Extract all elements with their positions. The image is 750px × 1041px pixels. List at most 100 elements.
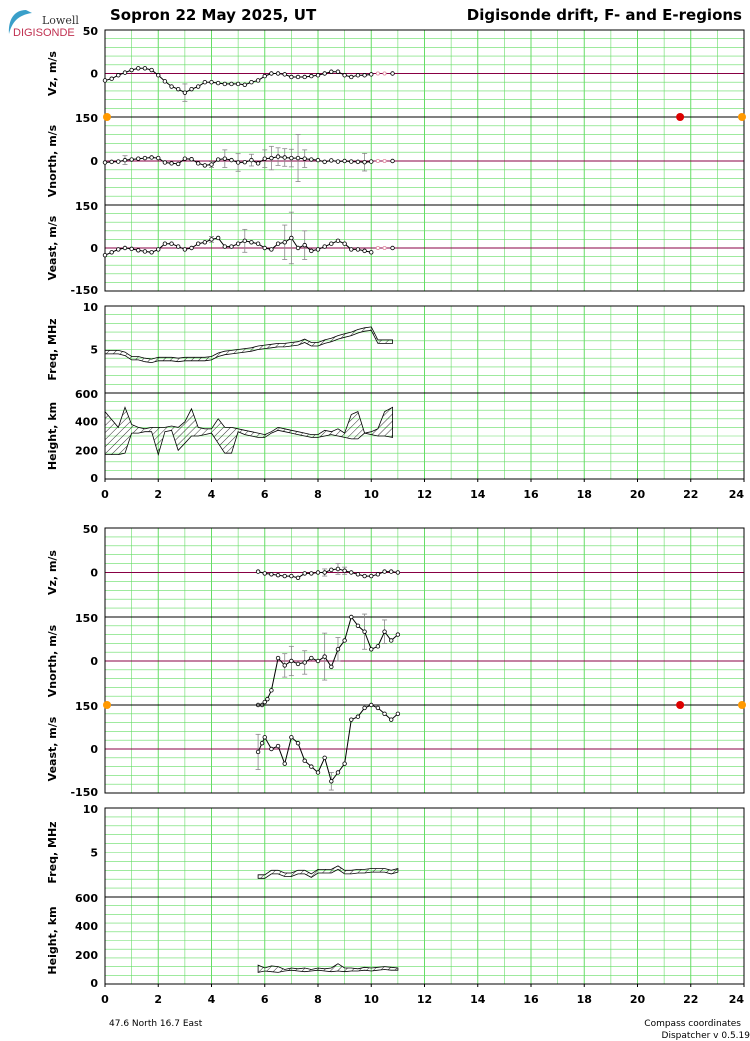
data-point	[349, 159, 354, 164]
data-point	[315, 247, 321, 252]
data-point	[149, 67, 154, 73]
data-point	[249, 240, 254, 245]
marker-orange	[738, 701, 746, 709]
data-point	[222, 81, 228, 87]
data-point	[315, 73, 321, 78]
data-point	[102, 160, 108, 165]
y-tick-label: 50	[83, 523, 99, 536]
y-tick-label: 50	[83, 25, 99, 38]
data-point	[129, 157, 134, 162]
data-point	[342, 158, 347, 164]
data-point	[262, 699, 267, 705]
y-tick-label: 0	[90, 655, 98, 668]
data-point	[369, 573, 374, 579]
data-point	[329, 69, 334, 74]
y-tick-label: 150	[75, 200, 98, 213]
data-point	[242, 238, 247, 244]
panel-e-freq: 10 5 Freq, MHz	[46, 803, 745, 898]
x-tick-label: 6	[261, 488, 269, 501]
panel-f-veast: 150 0 -150 Veast, m/s	[46, 200, 745, 297]
data-point	[209, 79, 214, 85]
data-point	[176, 244, 181, 249]
x-tick-label: 8	[314, 488, 322, 501]
data-point	[382, 569, 387, 574]
data-point	[229, 244, 234, 249]
data-point	[195, 84, 201, 89]
data-point	[169, 161, 174, 166]
data-point	[269, 746, 274, 752]
y-tick-label: 150	[75, 612, 98, 625]
x-tick-label: 0	[101, 993, 109, 1006]
data-point	[395, 632, 401, 637]
x-tick-label: 4	[208, 488, 216, 501]
data-point	[275, 572, 281, 578]
data-point	[389, 717, 394, 722]
marker-orange	[103, 113, 111, 121]
data-point	[322, 755, 327, 760]
panel-f-vz: 50 0 Vz, m/s	[46, 25, 745, 118]
data-point	[342, 568, 347, 573]
data-point	[249, 157, 254, 163]
y-tick-label: 0	[90, 977, 98, 990]
data-point	[369, 702, 374, 708]
y-axis-label: Veast, m/s	[46, 716, 59, 781]
y-tick-label: 5	[90, 344, 98, 357]
data-point	[142, 249, 148, 254]
data-point	[109, 250, 114, 255]
data-point	[162, 79, 168, 84]
station-date-title: Sopron 22 May 2025, UT	[110, 6, 317, 24]
x-tick-label: 2	[154, 993, 162, 1006]
y-tick-label: 0	[90, 567, 98, 580]
x-tick-label: 0	[101, 488, 109, 501]
data-point	[295, 245, 301, 251]
data-point	[375, 644, 381, 649]
marker-red	[676, 701, 685, 709]
area-band	[257, 963, 399, 973]
x-tick-label: 6	[261, 993, 269, 1006]
data-point	[329, 158, 334, 163]
y-axis-label: Freq, MHz	[46, 318, 59, 380]
data-point	[255, 78, 261, 83]
data-point	[136, 156, 141, 161]
data-point	[142, 155, 148, 161]
data-point	[289, 235, 294, 241]
panel-f-height: 600 400 200 0 Height, km	[46, 388, 745, 485]
data-point	[362, 705, 367, 711]
y-tick-label: 400	[75, 416, 98, 429]
x-tick-label: 12	[417, 993, 432, 1006]
data-point	[295, 74, 301, 80]
data-point	[215, 235, 221, 241]
dispatcher-version: Dispatcher v 0.5.19	[661, 1031, 750, 1041]
data-point	[195, 241, 201, 246]
data-point	[116, 73, 121, 78]
panel-e-vnorth: 150 0 Vnorth, m/s	[46, 612, 745, 708]
data-point	[189, 245, 194, 251]
logo-line-1: Lowell	[42, 14, 79, 27]
data-point	[102, 252, 108, 258]
data-point	[395, 570, 401, 575]
data-point	[169, 84, 174, 89]
data-point	[309, 764, 314, 769]
data-point	[129, 246, 134, 252]
data-point	[195, 161, 201, 166]
data-point	[282, 761, 287, 766]
data-point	[342, 638, 347, 643]
data-point	[169, 241, 174, 246]
data-point	[309, 655, 314, 661]
data-point	[209, 237, 214, 242]
data-point	[109, 76, 114, 81]
area-band	[104, 326, 394, 364]
data-point	[275, 241, 281, 246]
panel-e-height: 600 400 200 0 Height, km	[46, 892, 745, 990]
x-tick-label: 20	[630, 993, 646, 1006]
y-axis-label: Freq, MHz	[46, 821, 59, 883]
compass-coordinates-label: Compass coordinates	[644, 1019, 741, 1029]
data-point	[295, 740, 301, 746]
data-point	[262, 245, 267, 251]
data-point-light	[382, 245, 387, 250]
data-point	[329, 241, 334, 246]
data-point	[275, 71, 281, 76]
data-point	[315, 157, 321, 163]
y-tick-label: 600	[75, 388, 98, 401]
panel-frame	[104, 704, 745, 794]
